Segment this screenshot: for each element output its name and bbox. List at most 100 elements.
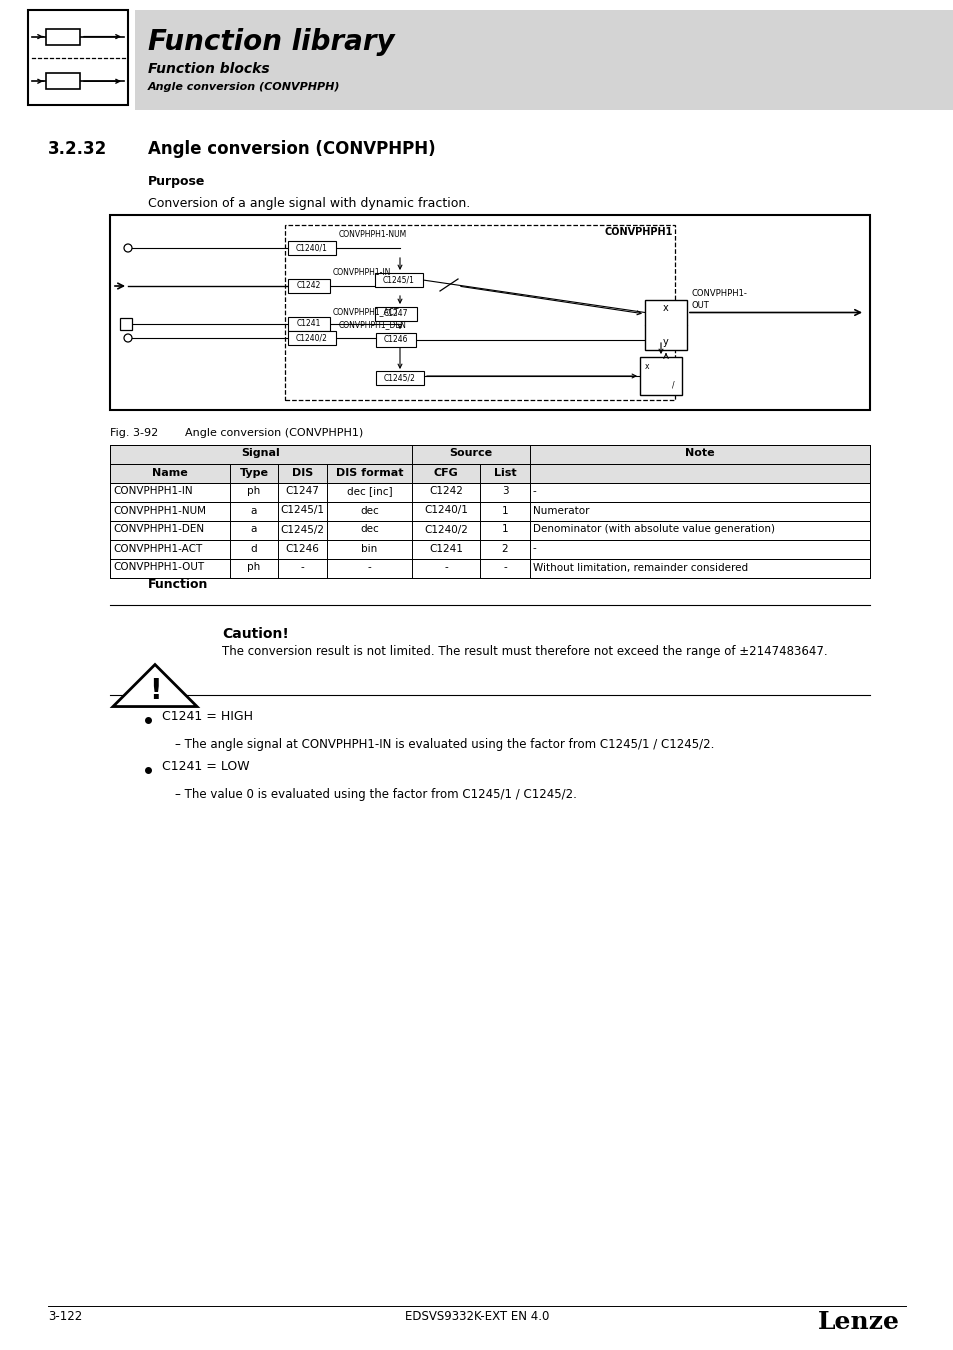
Bar — [288, 331, 335, 346]
Text: dec: dec — [359, 525, 378, 535]
Text: Type: Type — [239, 467, 268, 478]
Text: -: - — [300, 563, 304, 572]
Text: C1241: C1241 — [296, 320, 321, 328]
Text: Fig. 3-92: Fig. 3-92 — [110, 428, 158, 437]
Bar — [110, 464, 869, 483]
Bar — [46, 73, 80, 89]
Text: Caution!: Caution! — [222, 626, 289, 641]
Text: -: - — [367, 563, 371, 572]
Text: /: / — [671, 381, 674, 390]
Text: C1245/2: C1245/2 — [280, 525, 324, 535]
Text: C1245/1: C1245/1 — [383, 275, 415, 285]
Text: CONVPHPH1-NUM: CONVPHPH1-NUM — [338, 230, 407, 239]
Text: C1247: C1247 — [285, 486, 319, 497]
Text: C1245/1: C1245/1 — [280, 505, 324, 516]
Text: -: - — [533, 486, 537, 497]
Text: C1241 = HIGH: C1241 = HIGH — [162, 710, 253, 722]
Text: – The value 0 is evaluated using the factor from C1245/1 / C1245/2.: – The value 0 is evaluated using the fac… — [174, 788, 577, 801]
Bar — [110, 215, 869, 410]
Bar — [110, 483, 869, 502]
Text: Numerator: Numerator — [533, 505, 589, 516]
Text: C1247: C1247 — [383, 309, 408, 319]
Text: x: x — [662, 302, 668, 313]
Text: DIS format: DIS format — [335, 467, 403, 478]
Bar — [120, 319, 132, 329]
Text: bin: bin — [361, 544, 377, 554]
Text: List: List — [493, 467, 516, 478]
Bar — [375, 273, 422, 288]
Text: CONVPHPH1-NUM: CONVPHPH1-NUM — [112, 505, 206, 516]
Text: CFG: CFG — [434, 467, 457, 478]
Text: Lenze: Lenze — [817, 1310, 899, 1334]
Text: CONVPHPH1-DEN: CONVPHPH1-DEN — [112, 525, 204, 535]
Bar — [28, 9, 128, 105]
Bar — [46, 28, 80, 45]
Text: a: a — [251, 525, 257, 535]
Text: dec [inc]: dec [inc] — [346, 486, 392, 497]
Text: -: - — [502, 563, 506, 572]
Bar — [110, 559, 869, 578]
Bar — [110, 540, 869, 559]
Bar — [639, 356, 681, 396]
Text: CONVPHPH1-: CONVPHPH1- — [691, 289, 747, 298]
Text: x: x — [644, 362, 649, 371]
Bar — [375, 371, 423, 385]
Bar — [110, 502, 869, 521]
Text: OUT: OUT — [691, 301, 709, 310]
Bar — [110, 446, 869, 464]
Text: C1246: C1246 — [383, 336, 408, 344]
Text: C1240/2: C1240/2 — [295, 333, 328, 343]
Bar — [375, 333, 416, 347]
Text: -: - — [444, 563, 447, 572]
Text: CONVPHPH1-IN: CONVPHPH1-IN — [333, 269, 391, 277]
Text: DIS: DIS — [292, 467, 313, 478]
Text: Angle conversion (CONVPHPH): Angle conversion (CONVPHPH) — [148, 140, 436, 158]
Text: Name: Name — [152, 467, 188, 478]
Text: C1240/2: C1240/2 — [424, 525, 468, 535]
Bar — [288, 279, 330, 293]
Bar — [288, 317, 330, 331]
Text: Purpose: Purpose — [148, 176, 205, 188]
Text: !: ! — [149, 676, 161, 705]
Text: Note: Note — [684, 448, 714, 459]
Text: Function library: Function library — [148, 28, 395, 55]
Text: – The angle signal at CONVPHPH1-IN is evaluated using the factor from C1245/1 / : – The angle signal at CONVPHPH1-IN is ev… — [174, 738, 714, 751]
Text: 3: 3 — [501, 486, 508, 497]
Text: dec: dec — [359, 505, 378, 516]
Text: Function: Function — [148, 578, 208, 591]
Text: ph: ph — [247, 486, 260, 497]
Bar — [110, 540, 869, 559]
Text: C1246: C1246 — [285, 544, 319, 554]
Text: -: - — [533, 544, 537, 554]
Bar — [285, 225, 675, 400]
Bar — [375, 306, 416, 321]
Text: The conversion result is not limited. The result must therefore not exceed the r: The conversion result is not limited. Th… — [222, 645, 827, 657]
Text: CONVPHPH1: CONVPHPH1 — [604, 227, 672, 238]
Text: 1: 1 — [501, 525, 508, 535]
Bar — [110, 502, 869, 521]
Text: 2: 2 — [501, 544, 508, 554]
Polygon shape — [112, 664, 196, 706]
Text: Angle conversion (CONVPHPH1): Angle conversion (CONVPHPH1) — [185, 428, 363, 437]
Text: CONVPHPH1_ACT: CONVPHPH1_ACT — [333, 306, 399, 316]
Text: ph: ph — [247, 563, 260, 572]
Text: 3.2.32: 3.2.32 — [48, 140, 107, 158]
Text: CONVPHPH1-ACT: CONVPHPH1-ACT — [112, 544, 202, 554]
Text: CONVPHPH1-OUT: CONVPHPH1-OUT — [112, 563, 204, 572]
Text: Function blocks: Function blocks — [148, 62, 270, 76]
Bar — [644, 300, 686, 350]
Text: Source: Source — [449, 448, 492, 459]
Text: C1240/1: C1240/1 — [424, 505, 468, 516]
Bar — [110, 483, 869, 502]
Bar — [288, 242, 335, 255]
Text: C1242: C1242 — [296, 282, 321, 290]
Text: Denominator (with absolute value generation): Denominator (with absolute value generat… — [533, 525, 774, 535]
Text: EDSVS9332K-EXT EN 4.0: EDSVS9332K-EXT EN 4.0 — [404, 1310, 549, 1323]
Text: Signal: Signal — [241, 448, 280, 459]
Bar — [110, 464, 869, 483]
Text: CONVPHPH1-IN: CONVPHPH1-IN — [112, 486, 193, 497]
Text: 1: 1 — [501, 505, 508, 516]
Text: C1240/1: C1240/1 — [295, 243, 328, 252]
Bar — [110, 521, 869, 540]
Text: y: y — [662, 338, 668, 347]
